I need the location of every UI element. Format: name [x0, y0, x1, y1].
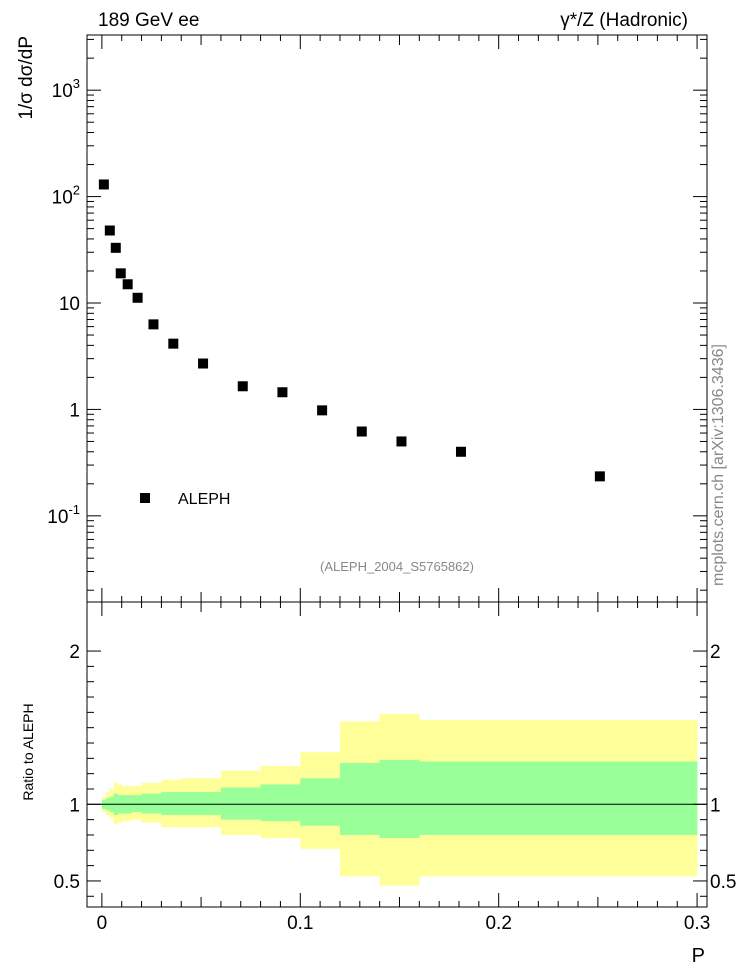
- header-process-label: γ*/Z (Hadronic): [560, 10, 688, 31]
- ratio-band-green: [161, 792, 182, 816]
- data-point: [317, 405, 328, 416]
- ratio-band-green: [300, 778, 341, 826]
- ratio-y-tick-label-right: 2: [710, 642, 721, 663]
- ratio-uncertainty-bands: [101, 713, 698, 886]
- side-watermark-label: mcplots.cern.ch [arXiv:1306.3436]: [710, 344, 727, 586]
- ratio-band-green: [379, 759, 420, 839]
- ratio-band-green: [498, 761, 698, 835]
- data-point: [396, 436, 407, 447]
- ratio-plot-panel: 0.5 0.5 1 1 2 2 0 0.1 0.2 0.3 Ratio to ALEPH P: [20, 601, 737, 967]
- x-tick-labels: 0 0.1 0.2 0.3: [97, 913, 711, 934]
- data-point: [122, 279, 133, 290]
- ratio-y-axis-label: Ratio to ALEPH: [20, 703, 36, 800]
- ratio-y-tick-label-left: 0.5: [54, 872, 80, 893]
- data-point: [237, 381, 248, 392]
- data-point: [115, 268, 126, 279]
- analysis-id-label: (ALEPH_2004_S5765862): [320, 559, 474, 574]
- ratio-band-green: [260, 784, 301, 822]
- data-point: [104, 225, 115, 236]
- ratio-band-green: [220, 787, 261, 820]
- main-y-axis-label: 1/σ dσ/dP: [16, 36, 37, 120]
- ratio-y-tick-label-right: 0.5: [710, 872, 736, 893]
- main-y-tick-label: 10-1: [47, 502, 80, 528]
- data-point: [356, 426, 367, 437]
- ratio-y-tick-label-left: 2: [69, 642, 80, 663]
- ratio-band-green: [419, 761, 499, 835]
- main-y-tick-labels: 10-1 1 10 102 103: [47, 76, 80, 528]
- ratio-band-green: [141, 793, 162, 814]
- ratio-plot-frame: [86, 601, 708, 908]
- main-y-tick-label: 102: [52, 183, 80, 209]
- data-point: [455, 446, 466, 457]
- ratio-y-tick-labels: 0.5 0.5 1 1 2 2: [54, 642, 737, 893]
- main-y-tick-label: 103: [52, 76, 80, 102]
- data-point: [594, 471, 605, 482]
- ratio-band-green: [339, 762, 380, 835]
- data-point: [98, 179, 109, 190]
- data-point: [168, 338, 179, 349]
- ratio-y-tick-label-right: 1: [710, 795, 721, 816]
- x-tick-label: 0.1: [287, 913, 313, 934]
- data-point: [148, 319, 159, 330]
- main-plot-panel: 10-1 1 10 102 103 1/σ dσ/dP ALEPH (ALEPH_200…: [16, 34, 708, 603]
- data-point: [277, 387, 288, 398]
- header-energy-label: 189 GeV ee: [98, 10, 199, 31]
- main-y-tick-label: 10: [59, 294, 80, 315]
- main-axis-ticks: [87, 35, 707, 602]
- x-tick-label: 0.3: [684, 913, 710, 934]
- x-tick-label: 0.2: [485, 913, 511, 934]
- main-y-tick-label: 1: [69, 400, 80, 421]
- ratio-band-green: [181, 792, 222, 816]
- ratio-axis-ticks: [87, 602, 707, 907]
- ratio-band-green: [131, 795, 142, 812]
- main-plot-frame: [86, 34, 708, 603]
- legend-label: ALEPH: [178, 491, 230, 508]
- data-point: [110, 242, 121, 253]
- ratio-y-tick-label-left: 1: [69, 795, 80, 816]
- x-tick-label: 0: [97, 913, 108, 934]
- data-points: [98, 179, 605, 482]
- legend-marker: [140, 493, 150, 503]
- data-point: [132, 292, 143, 303]
- data-point: [198, 358, 209, 369]
- x-axis-label: P: [692, 945, 705, 967]
